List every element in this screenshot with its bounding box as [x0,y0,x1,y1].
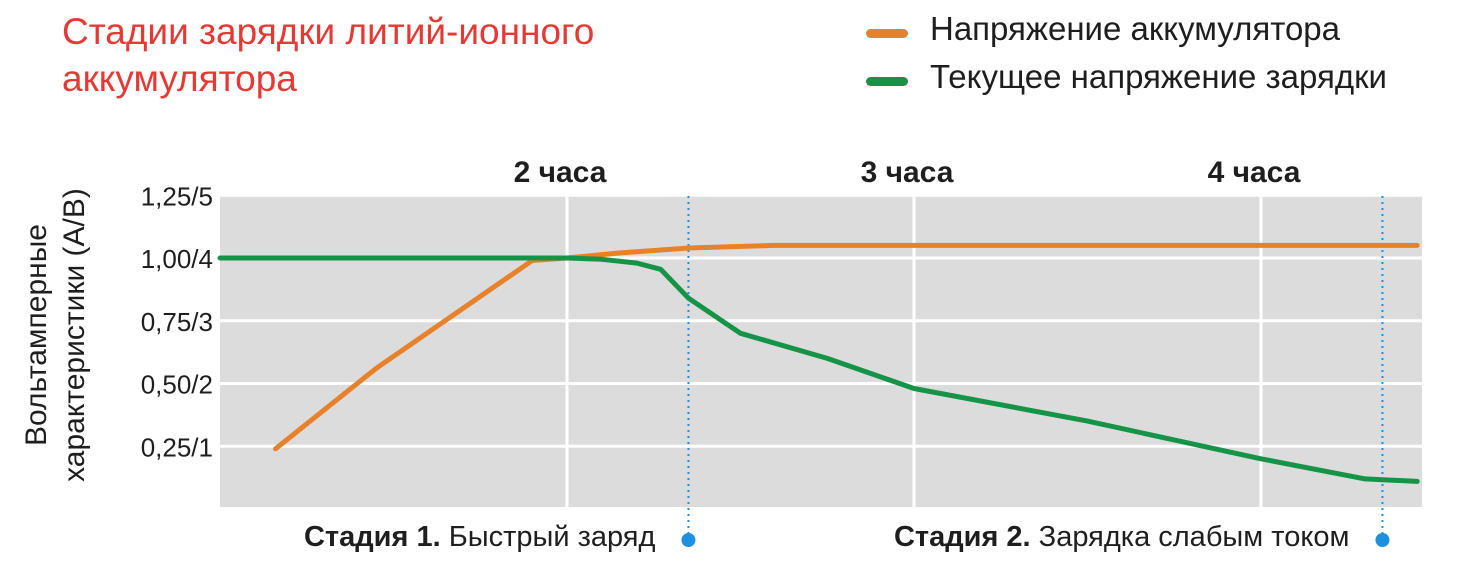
y-axis-label-line-2: характеристики (А/В) [58,188,91,482]
period-label-3: 4 часа [1208,156,1301,189]
y-tick-label: 0,25/1 [141,432,213,462]
stage-caption-1-bold: Стадия 1. [304,521,441,553]
chart-title-line-2: аккумулятора [62,58,297,99]
legend-swatch-battery-voltage [866,29,908,38]
y-axis-label-line-1: Вольтамперные [20,224,53,446]
y-tick-label: 1,25/5 [141,181,213,211]
chart-title-line-1: Стадии зарядки литий-ионного [62,11,595,52]
stage-caption-1-text: Быстрый заряд [441,521,656,553]
legend-swatch-charging-voltage [866,77,908,86]
period-label-2: 3 часа [861,156,954,189]
stage-boundary-marker-1 [681,533,696,547]
y-tick-label: 1,00/4 [141,244,213,274]
chart-title: Стадии зарядки литий-ионного аккумулятор… [62,8,762,102]
period-label-1: 2 часа [514,156,607,189]
stage-caption-1: Стадия 1. Быстрый заряд [304,521,656,553]
y-axis-label: Вольтамперные характеристики (А/В) [20,188,91,482]
legend-label-charging-voltage: Текущее напряжение зарядки [930,58,1387,95]
stage-caption-2: Стадия 2. Зарядка слабым током [894,521,1350,553]
plot-area [217,193,1422,547]
series-line-battery-voltage [273,242,1420,452]
y-tick-label: 0,50/2 [141,370,213,400]
y-tick-label: 0,75/3 [141,307,213,337]
chart-labels: 1,25/5 1,00/4 0,75/3 0,50/2 0,25/1 2 часа 3 ча… [20,156,1349,553]
series-line-charging-voltage [217,255,1420,484]
stage-boundary-marker-2 [1375,533,1390,547]
stage-caption-2-text: Зарядка слабым током [1031,521,1350,553]
legend-label-battery-voltage: Напряжение аккумулятора [930,10,1341,47]
stage-caption-2-bold: Стадия 2. [894,521,1031,553]
